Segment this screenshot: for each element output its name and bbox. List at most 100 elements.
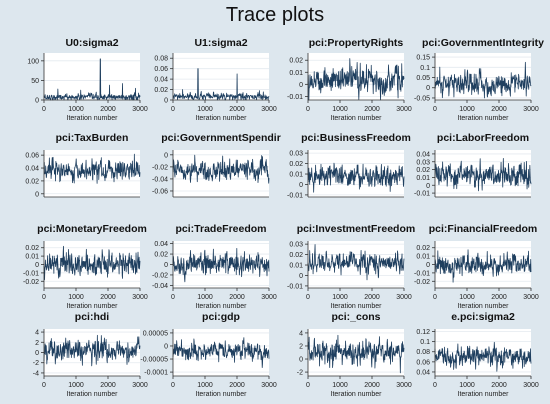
x-tick-label: 1000 [332,382,348,389]
trace-panel: pci:hdi -4 -2 0 2 4 0 1000 2000 3000 Iteration num… [33,311,148,398]
panel-title: U0:sigma2 [65,37,118,49]
y-tick-label: 0.01 [289,70,303,77]
trace-series-line [172,337,270,369]
trace-series-line [307,162,405,193]
y-tick-label: 4 [299,330,303,337]
trace-panel: pci:TaxBurden 0 0.02 0.04 0.06 [25,132,141,198]
x-tick-label: 3000 [261,294,277,301]
panel-title: pci:BusinessFreedom [301,132,411,144]
y-tick-label: 0.01 [416,254,430,261]
panel-title: U1:sigma2 [194,37,247,49]
x-tick-label: 1000 [68,294,84,301]
y-tick-label: -0.00005 [140,357,168,364]
x-tick-label: 3000 [396,382,412,389]
x-axis-title: Iteration number [458,115,510,122]
y-tick-label: 0 [299,273,303,280]
panel-title: pci:TaxBurden [56,132,129,144]
trace-panel: pci:BusinessFreedom -0.01 0 0.01 0.02 0.03 [287,132,411,199]
x-tick-label: 1000 [197,106,213,113]
x-tick-label: 0 [171,382,175,389]
y-tick-label: 0.12 [416,329,430,336]
trace-series-line [307,334,405,374]
y-tick-label: 0.04 [416,369,430,376]
y-tick-label: 0.02 [289,58,303,65]
y-tick-label: 0.01 [289,172,303,179]
y-tick-label: 0.02 [25,178,39,185]
y-tick-label: -0.04 [152,176,168,183]
trace-series-line [43,58,141,101]
x-tick-label: 1000 [459,294,475,301]
y-tick-label: 0.00005 [143,330,168,337]
trace-panel: pci:FinancialFreedom-0.02-0.0100.010.020… [414,223,539,310]
x-tick-label: 2000 [100,382,116,389]
trace-panel: pci:GovernmentIntegrity-0.0500.050.10.15… [414,37,544,122]
trace-series-line [43,245,141,281]
x-tick-label: 0 [433,382,437,389]
plot-area [173,53,269,100]
x-tick-label: 0 [433,294,437,301]
x-tick-label: 0 [306,382,310,389]
y-tick-label: 0 [426,262,430,269]
x-axis-title: Iteration number [196,115,248,122]
panel-title: pci:PropertyRights [309,37,404,49]
trace-panel: pci:gdp -0.0001 -0.00005 0 0.00005 0 1000 2000 3… [140,311,277,398]
panel-title: pci:gdp [202,311,240,323]
panel-title: pci:MonetaryFreedom [37,223,147,235]
x-tick-label: 1000 [68,106,84,113]
trace-series-line [307,58,405,101]
y-tick-label: 0 [164,152,168,159]
x-tick-label: 2000 [364,106,380,113]
x-tick-label: 3000 [523,106,539,113]
y-tick-label: -0.01 [287,94,303,101]
y-tick-label: 0.05 [416,75,430,82]
x-axis-title: Iteration number [458,391,510,398]
panel-title: pci:FinancialFreedom [429,223,538,235]
y-tick-label: 0.03 [289,242,303,249]
x-tick-label: 1000 [197,382,213,389]
x-tick-label: 0 [171,294,175,301]
y-tick-label: 2 [299,343,303,350]
panel-title: e.pci:sigma2 [451,311,515,323]
y-tick-label: 0.04 [25,166,39,173]
x-tick-label: 3000 [396,294,412,301]
panel-title: pci:GovernmentIntegrity [422,37,544,49]
y-tick-label: 0.01 [416,175,430,182]
y-tick-label: 0 [299,82,303,89]
y-tick-label: -0.06 [152,188,168,195]
trace-series-line [434,249,532,283]
x-tick-label: 3000 [523,294,539,301]
x-tick-label: 3000 [261,106,277,113]
trace-series-line [434,157,532,192]
x-tick-label: 0 [306,106,310,113]
trace-series-line [172,68,270,101]
panel-title: pci:InvestmentFreedom [297,223,415,235]
y-tick-label: 0.02 [154,252,168,259]
y-tick-label: 0.1 [420,339,430,346]
x-tick-label: 2000 [364,294,380,301]
y-tick-label: 4 [35,330,39,337]
y-tick-label: 0.08 [416,349,430,356]
x-axis-title: Iteration number [458,303,510,310]
y-tick-label: 0 [164,98,168,105]
y-tick-label: 0.08 [154,56,168,63]
y-tick-label: -4 [33,370,39,377]
trace-panel: pci:GovernmentSpendir -0.06 -0.04 -0.02 0 [152,132,281,198]
trace-series-line [434,61,532,99]
y-tick-label: 0.1 [420,65,430,72]
trace-series-line [43,153,141,184]
y-tick-label: 0 [35,191,39,198]
y-tick-label: -0.01 [287,283,303,290]
y-tick-label: 0.02 [25,245,39,252]
y-tick-label: 0 [35,262,39,269]
trace-panel: U1:sigma2 0 0.02 0.04 0.06 0.08 0 1000 2000 3000 I… [154,37,277,122]
x-tick-label: 2000 [100,106,116,113]
x-tick-label: 3000 [396,106,412,113]
y-tick-label: 0.02 [416,245,430,252]
y-tick-label: -0.05 [414,95,430,102]
